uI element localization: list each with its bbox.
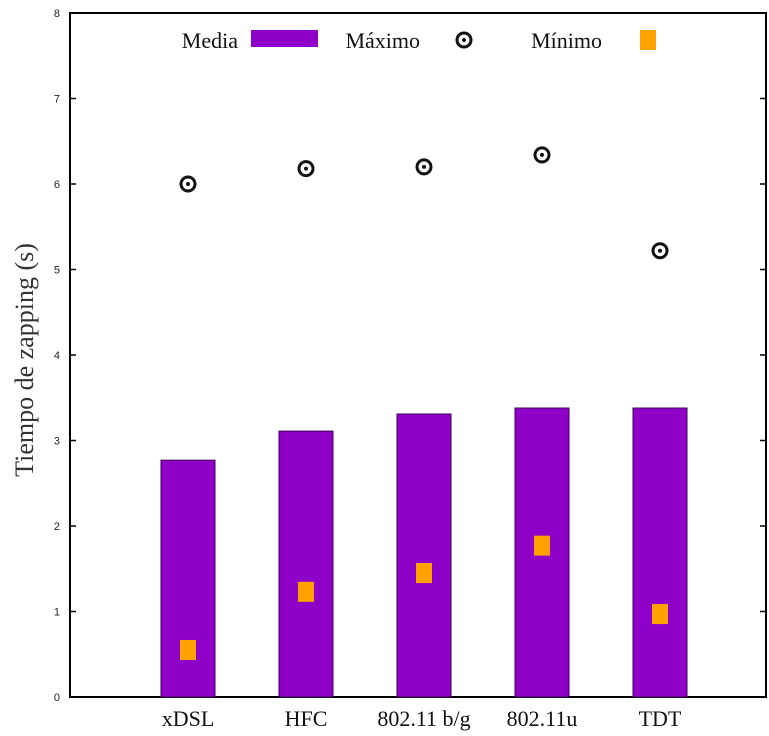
y-axis-ticks: 0 1 2 3 4 5 6 7 8 (54, 8, 766, 704)
y-tick-label: 6 (54, 179, 60, 191)
marker-minimo (534, 535, 550, 556)
marker-minimo (298, 581, 314, 602)
bar-media (160, 459, 216, 698)
y-tick-label: 1 (54, 607, 60, 619)
x-tick-label: HFC (285, 706, 328, 731)
markers-maximo (179, 146, 669, 260)
x-axis-labels: xDSL HFC 802.11 b/g 802.11u TDT (162, 706, 682, 731)
x-tick-label: 802.11u (507, 706, 578, 731)
x-tick-label: xDSL (162, 706, 215, 731)
legend-label-minimo: Mínimo (531, 28, 602, 53)
legend-swatch-media (251, 30, 318, 47)
y-axis-title: Tiempo de zapping (s) (10, 243, 39, 477)
x-tick-label: TDT (639, 706, 682, 731)
y-tick-label: 0 (54, 692, 60, 704)
y-tick-label: 4 (54, 350, 60, 362)
y-tick-label: 5 (54, 265, 60, 277)
y-tick-label: 7 (54, 94, 60, 106)
y-tick-label: 3 (54, 436, 60, 448)
marker-maximo-dot (540, 152, 544, 157)
marker-maximo-dot (304, 166, 308, 171)
y-tick-label: 8 (54, 8, 60, 20)
legend-marker-minimo (640, 30, 656, 50)
bar-media (396, 413, 452, 698)
x-tick-label: 802.11 b/g (377, 706, 470, 731)
marker-maximo-dot (186, 182, 190, 186)
legend-label-media: Media (182, 28, 238, 53)
y-tick-label: 2 (54, 521, 60, 533)
marker-maximo-dot (658, 248, 662, 253)
legend-label-maximo: Máximo (345, 28, 420, 53)
bar-media (632, 407, 688, 698)
marker-minimo (416, 563, 432, 584)
bars-media (160, 407, 688, 698)
legend: Media Máximo Mínimo (182, 28, 656, 53)
marker-minimo (652, 604, 668, 625)
legend-marker-maximo-dot (462, 38, 466, 42)
bar-media (278, 430, 334, 698)
marker-maximo-dot (422, 164, 426, 169)
marker-minimo (180, 639, 196, 660)
markers-minimo (180, 535, 668, 660)
